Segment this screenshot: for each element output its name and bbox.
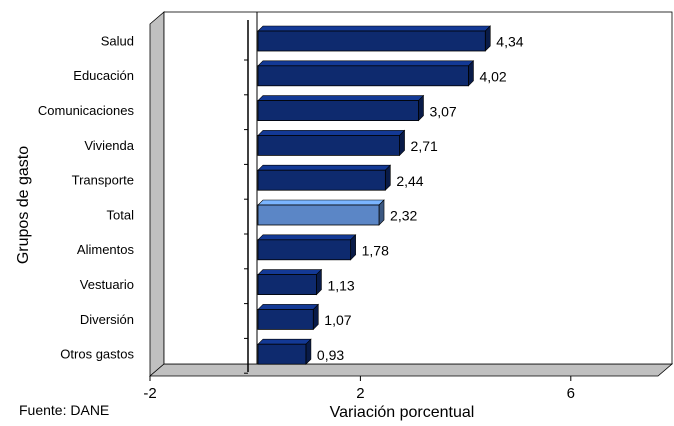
value-label-salud: 4,34 [496,34,523,50]
value-label-otros-gastos: 0,93 [317,347,344,363]
value-label-transporte: 2,44 [396,173,423,189]
bar-educacion [257,60,475,87]
x-tick-label: 2 [356,385,364,402]
value-label-alimentos: 1,78 [362,243,389,259]
bar-alimentos [257,234,357,261]
bar-otros-gastos [257,338,312,365]
category-label-total: Total [107,207,135,222]
x-tick-labels-group: -2 2 6 [143,376,575,402]
x-axis-label: Variación porcentual [330,404,475,421]
category-labels-group: Salud Educación Comunicaciones Vivienda Tran… [38,33,135,361]
bar-diversion [257,303,320,331]
value-label-vestuario: 1,13 [327,277,354,293]
category-label-vestuario: Vestuario [80,277,134,292]
x-tick-label: 6 [567,385,575,402]
value-label-vivienda: 2,71 [411,138,438,154]
chart-left-wall [149,11,165,377]
x-tick-label: -2 [143,385,156,402]
category-label-otros-gastos: Otros gastos [60,347,134,362]
category-label-transporte: Transporte [72,173,134,188]
category-label-diversion: Diversión [80,312,134,327]
value-label-diversion: 1,07 [324,312,351,328]
value-label-educacion: 4,02 [479,69,506,85]
bar-vivienda [257,129,406,157]
bar-transporte [257,164,392,191]
category-label-vivienda: Vivienda [84,138,134,153]
value-label-total: 2,32 [390,208,417,224]
bar-total [257,199,385,226]
category-label-salud: Salud [101,33,134,48]
category-label-alimentos: Alimentos [77,242,135,257]
category-label-educacion: Educación [73,68,134,83]
value-labels-group: 4,34 4,02 3,07 2,71 2,44 2,32 1,78 1,13 1,07 0,93 [317,34,524,363]
value-label-comunicaciones: 3,07 [429,103,456,119]
source-note: Fuente: DANE [19,402,109,418]
bar-salud [257,25,492,52]
chart-floor [148,363,674,377]
bar-vestuario [257,268,323,296]
y-axis-label: Grupos de gasto [15,146,32,264]
category-label-comunicaciones: Comunicaciones [38,103,135,118]
category-tick-marks [244,59,248,374]
bar-comunicaciones [257,94,425,122]
bars-group [257,25,492,365]
